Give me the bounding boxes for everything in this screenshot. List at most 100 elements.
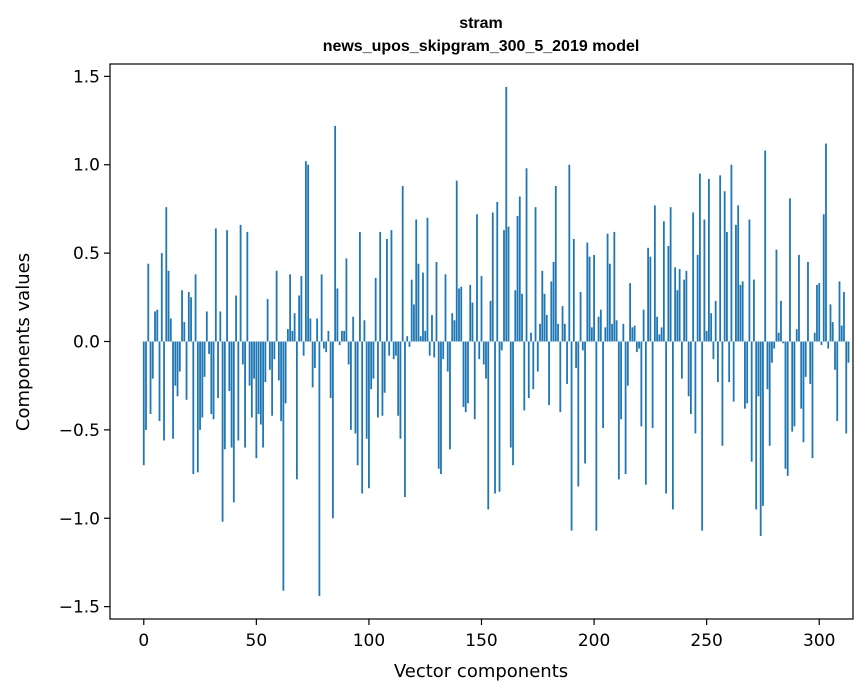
bar [174,341,177,386]
bar [665,341,668,494]
bar [266,299,269,342]
bar [741,281,744,342]
bar [383,341,386,393]
bar [250,341,253,418]
bar [566,341,568,384]
bar [753,279,755,342]
bar [228,341,231,391]
x-tick-label: 50 [246,631,268,651]
bar [550,281,553,342]
bar [563,323,566,342]
bar [232,341,235,503]
bar [762,341,764,506]
bar [257,341,260,414]
bar [424,330,427,342]
bar [199,341,201,430]
bar [599,309,602,342]
bar [178,341,181,372]
bar [471,302,474,342]
bar [782,341,785,344]
bar [640,341,643,427]
bar [811,341,814,459]
bar [518,196,521,342]
bar [165,207,168,342]
bar [798,254,800,342]
bar [750,341,753,462]
bar [230,341,233,448]
bar [381,341,384,416]
x-tick-label: 300 [803,631,835,651]
x-tick-label: 100 [353,631,385,651]
bar [433,341,436,358]
bar [604,327,607,342]
bar [644,341,647,485]
bar [737,205,740,342]
y-tick-label: −1.0 [59,509,100,529]
bar [505,86,508,342]
bar [469,284,472,342]
bar [825,143,827,342]
bar [399,341,402,439]
bar [302,341,305,356]
bar [838,281,841,342]
bar [158,341,161,422]
bar [246,231,249,342]
bar [491,212,494,342]
bar [554,185,557,342]
bar [295,341,298,480]
bar [395,341,397,356]
chart-title-line-1: stram [459,15,503,32]
chart-title: stram news_upos_skipgram_300_5_2019 mode… [323,15,640,55]
bar [415,219,418,342]
bar [237,341,240,441]
bar [658,334,661,342]
bar [417,263,420,342]
bar [329,341,332,399]
bar [327,330,330,342]
x-tick-label: 0 [138,631,149,651]
chart-title-line-2: news_upos_skipgram_300_5_2019 model [323,38,640,55]
bar [370,341,373,390]
bar [361,341,364,494]
bar [192,341,195,475]
bar [840,325,843,342]
bar [669,207,672,342]
bar [149,341,152,414]
bar [642,309,645,342]
bar [253,341,255,379]
bar [322,341,325,349]
bar [671,341,674,510]
bar [142,341,145,466]
bar [721,341,724,446]
bar [205,311,208,342]
bar [289,274,292,342]
bar [631,327,634,342]
bar [793,341,796,427]
bar [277,341,280,381]
x-axis-label: Vector components [394,661,568,682]
bar [203,341,206,377]
bar [624,341,627,475]
bar [500,341,503,351]
bar [834,341,836,370]
bar [325,341,328,353]
bar [156,309,159,342]
x-axis: 0 50 100 150 200 250 300 [138,619,835,651]
bar [611,323,613,342]
bar [710,313,713,342]
bar [172,341,174,439]
y-tick-label: 1.0 [73,156,100,176]
bar [847,341,850,363]
bar [622,323,625,342]
bar [244,341,246,448]
bar [568,164,571,342]
bar [345,258,348,342]
bar [169,318,172,342]
bar [744,341,746,409]
bar [807,261,809,342]
bar [217,341,219,399]
bar [194,274,197,342]
bar [532,341,535,390]
bar [730,164,733,342]
